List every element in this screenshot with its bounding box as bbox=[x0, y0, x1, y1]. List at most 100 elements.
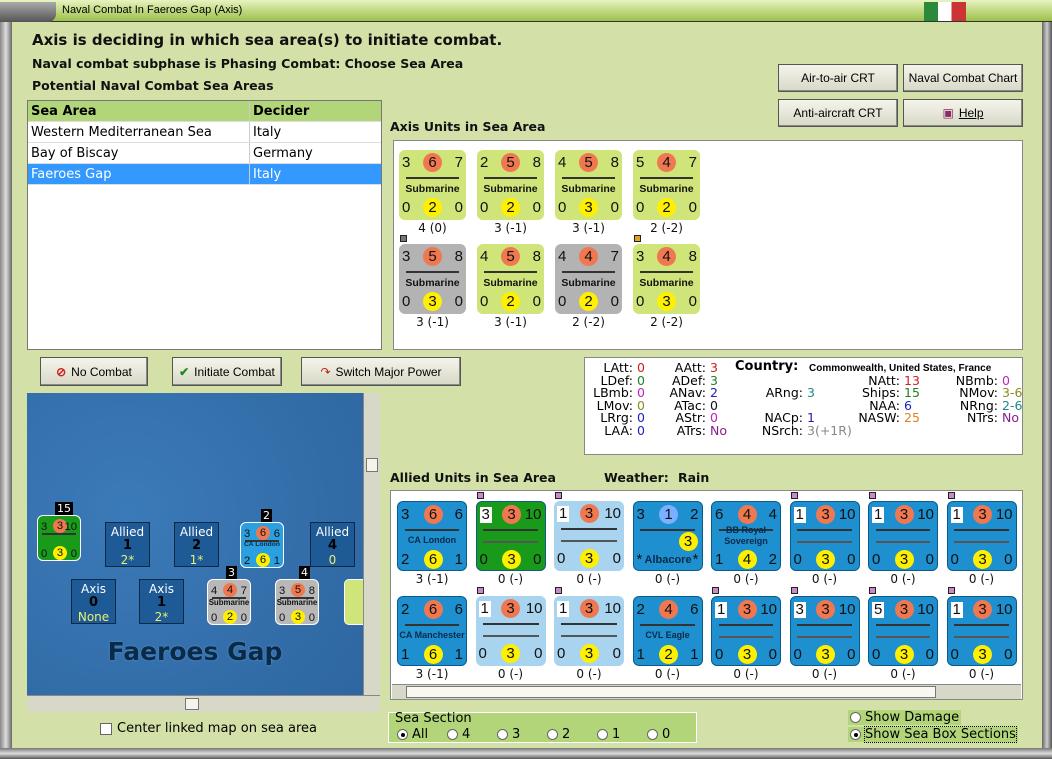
unit-counter[interactable]: 3 1 2 * 3 * Albacore bbox=[632, 501, 703, 571]
stat-label: LMov: bbox=[596, 397, 633, 413]
unit-counter[interactable]: 3 4 8 0 3 0 Submarine bbox=[633, 244, 700, 314]
help-button[interactable]: ▣ Help bbox=[903, 99, 1023, 127]
unit-counter[interactable]: 2 5 8 0 2 0 Submarine bbox=[477, 150, 544, 220]
radio-label: 0 bbox=[662, 727, 671, 742]
unit-counter[interactable]: 1 3 10 0 3 0 bbox=[946, 501, 1017, 571]
column-header-sea-area[interactable]: Sea Area bbox=[28, 101, 250, 121]
unit-counter[interactable]: 3 6 6 2 6 1 CA London bbox=[397, 501, 467, 571]
stat-value: 2 bbox=[710, 385, 718, 400]
checkbox-box[interactable] bbox=[100, 722, 112, 735]
partial-unit-counter[interactable] bbox=[344, 579, 363, 625]
sea-section-radio-all[interactable]: All bbox=[397, 727, 447, 742]
italy-flag-icon bbox=[924, 2, 966, 21]
unit-counter[interactable]: 3 6 7 0 2 0 Submarine bbox=[399, 150, 466, 220]
map-vertical-scrollbar[interactable] bbox=[363, 393, 380, 695]
radio-button[interactable] bbox=[497, 729, 508, 740]
allied-sea-box-1[interactable]: Allied 1 2* bbox=[105, 522, 150, 567]
center-map-checkbox[interactable]: Center linked map on sea area bbox=[100, 721, 317, 736]
unit-counter[interactable]: 3 3 10 0 3 0 bbox=[37, 515, 81, 561]
sea-area-map[interactable]: Faeroes Gap 3 3 10 0 3 0 15 3 6 6 2 6 1 CA London 2 4 4 7… bbox=[27, 393, 363, 695]
unit-counter[interactable]: 6 4 4 1 4 2 BB Royal Sovereign bbox=[711, 501, 781, 571]
radio-button[interactable] bbox=[597, 729, 608, 740]
switch-major-power-button[interactable]: ↷ Switch Major Power bbox=[301, 357, 461, 386]
unit-name: BB Royal Sovereign bbox=[724, 525, 768, 546]
anti-aircraft-crt-button[interactable]: Anti-aircraft CRT bbox=[778, 99, 898, 127]
unit-counter[interactable]: 3 5 8 0 3 0 Submarine bbox=[275, 579, 319, 625]
radio-button[interactable] bbox=[547, 729, 558, 740]
radio-button[interactable] bbox=[397, 729, 408, 740]
factor-left: 1 bbox=[557, 600, 570, 617]
table-row[interactable]: Bay of Biscay Germany bbox=[28, 143, 381, 164]
unit-counter[interactable]: 2 4 6 1 2 1 CVL Eagle bbox=[632, 596, 703, 666]
column-header-decider[interactable]: Decider bbox=[253, 103, 310, 119]
unit-counter[interactable]: 1 3 10 0 3 0 bbox=[475, 596, 546, 666]
stat-label: ARng: bbox=[765, 385, 803, 400]
stat-value: 0 bbox=[637, 372, 645, 388]
air-to-air-crt-button[interactable]: Air-to-air CRT bbox=[778, 64, 898, 92]
unit-name: Submarine bbox=[483, 182, 538, 195]
stat-label: LRrg: bbox=[600, 410, 633, 425]
allied-horizontal-scrollbar[interactable] bbox=[392, 684, 1021, 699]
unit-counter[interactable]: 3 3 10 0 3 0 bbox=[475, 501, 546, 571]
attack-factor: 3 bbox=[973, 600, 992, 619]
attack-factor: 3 bbox=[894, 600, 914, 619]
axis-sea-box-1[interactable]: Axis 1 2* bbox=[139, 579, 184, 624]
unit-counter[interactable]: 3 6 6 2 6 1 CA London bbox=[240, 522, 284, 568]
unit-counter[interactable]: 5 3 10 0 3 0 bbox=[868, 596, 938, 666]
unit-counter[interactable]: 3 5 8 0 3 0 Submarine bbox=[399, 244, 466, 314]
unit-counter[interactable]: 1 3 10 0 3 0 bbox=[554, 501, 624, 571]
unit-combat-value: 3 (-1) bbox=[494, 315, 527, 329]
table-row[interactable]: Western Mediterranean Sea Italy bbox=[28, 122, 381, 143]
button-label: No Combat bbox=[71, 364, 132, 379]
unit-counter[interactable]: 4 5 8 0 3 0 Submarine bbox=[555, 150, 622, 220]
radio-button[interactable] bbox=[647, 729, 658, 740]
status-marker-icon bbox=[400, 235, 407, 242]
attack-factor: 5 bbox=[290, 583, 306, 598]
unit-counter[interactable]: 5 4 7 0 2 0 Submarine bbox=[633, 150, 700, 220]
sea-area-table[interactable]: Sea Area Decider Western Mediterranean Se… bbox=[27, 100, 382, 350]
unit-counter[interactable]: 1 3 10 0 3 0 bbox=[711, 596, 781, 666]
unit-name: Albacore bbox=[644, 554, 692, 566]
box-side: Axis bbox=[81, 582, 106, 596]
allied-sea-box-2[interactable]: Allied 2 1* bbox=[174, 522, 219, 567]
unit-counter[interactable]: 4 5 8 0 2 0 Submarine bbox=[477, 244, 544, 314]
show-damage-radio[interactable]: Show Damage bbox=[848, 710, 962, 725]
sea-section-radio-3[interactable]: 3 bbox=[497, 727, 547, 742]
window-menu-button[interactable] bbox=[0, 2, 56, 22]
scroll-thumb[interactable] bbox=[185, 698, 199, 710]
sea-section-radio-1[interactable]: 1 bbox=[597, 727, 647, 742]
scroll-thumb[interactable] bbox=[366, 458, 378, 472]
radio-button[interactable] bbox=[850, 729, 861, 740]
naval-combat-chart-button[interactable]: Naval Combat Chart bbox=[903, 64, 1023, 92]
unit-counter[interactable]: 2 6 6 1 6 1 CA Manchester bbox=[397, 596, 467, 666]
table-row-selected[interactable]: Faeroes Gap Italy bbox=[28, 164, 381, 185]
show-sea-box-sections-radio[interactable]: Show Sea Box Sections bbox=[848, 726, 1018, 743]
scroll-thumb[interactable] bbox=[406, 686, 936, 698]
ship-silhouette-icon bbox=[280, 597, 314, 600]
sea-section-radio-2[interactable]: 2 bbox=[547, 727, 597, 742]
factor-right: 10 bbox=[917, 506, 934, 523]
attack-factor: 3 bbox=[737, 600, 757, 619]
no-combat-button[interactable]: ⊘ No Combat bbox=[40, 357, 148, 386]
unit-counter[interactable]: 4 4 7 0 2 0 Submarine bbox=[555, 244, 622, 314]
cell-decider: Italy bbox=[253, 124, 282, 140]
initiate-combat-button[interactable]: ✔ Initiate Combat bbox=[172, 357, 282, 386]
unit-counter[interactable]: 1 3 10 0 3 0 bbox=[789, 501, 860, 571]
sea-section-radio-4[interactable]: 4 bbox=[447, 727, 497, 742]
allied-sea-box-4[interactable]: Allied 4 0 bbox=[310, 522, 355, 567]
radio-button[interactable] bbox=[850, 712, 861, 723]
map-horizontal-scrollbar[interactable] bbox=[27, 695, 380, 712]
unit-counter[interactable]: 1 3 10 0 3 0 bbox=[868, 501, 938, 571]
book-icon: ▣ bbox=[942, 106, 954, 120]
radio-button[interactable] bbox=[447, 729, 458, 740]
unit-counter[interactable]: 4 4 7 0 2 0 Submarine bbox=[207, 579, 251, 625]
axis-sea-box-0[interactable]: Axis 0 None bbox=[71, 579, 116, 624]
factor-left: 4 bbox=[558, 154, 567, 171]
weather-value: Rain bbox=[678, 470, 710, 485]
unit-counter[interactable]: 1 3 10 0 3 0 bbox=[554, 596, 624, 666]
sea-section-radio-0[interactable]: 0 bbox=[647, 727, 697, 742]
unit-counter[interactable]: 3 3 10 0 3 0 bbox=[789, 596, 860, 666]
box-number: 1 bbox=[156, 595, 167, 610]
attack-factor: 3 bbox=[501, 599, 520, 618]
unit-counter[interactable]: 1 3 10 0 3 0 bbox=[946, 596, 1017, 666]
